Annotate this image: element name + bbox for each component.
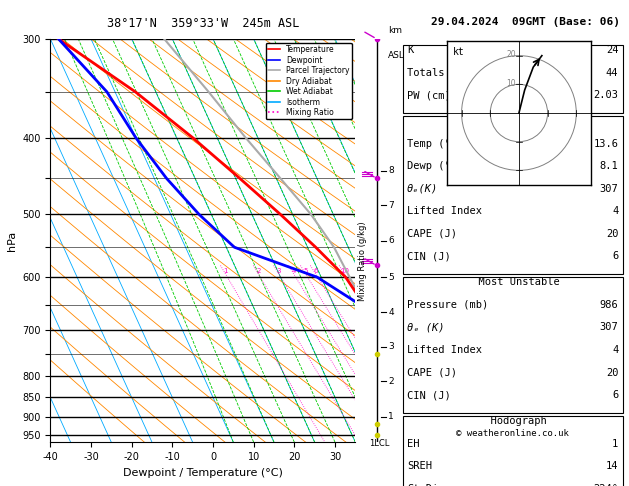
Text: StmDir: StmDir xyxy=(407,484,445,486)
Text: 3: 3 xyxy=(277,268,281,274)
Text: 4: 4 xyxy=(388,308,394,317)
Text: Dewp (°C): Dewp (°C) xyxy=(407,161,463,171)
Text: © weatheronline.co.uk: © weatheronline.co.uk xyxy=(456,429,569,438)
Text: Pressure (mb): Pressure (mb) xyxy=(407,300,488,310)
Text: 224°: 224° xyxy=(593,484,618,486)
Text: CAPE (J): CAPE (J) xyxy=(407,229,457,239)
Text: 1: 1 xyxy=(388,412,394,421)
Text: CIN (J): CIN (J) xyxy=(407,390,451,400)
Text: 1: 1 xyxy=(223,268,228,274)
Text: CAPE (J): CAPE (J) xyxy=(407,367,457,378)
Text: 4: 4 xyxy=(612,206,618,216)
Text: K: K xyxy=(407,45,413,55)
Text: Hodograph: Hodograph xyxy=(478,416,547,426)
Text: 986: 986 xyxy=(599,300,618,310)
Text: 7: 7 xyxy=(388,201,394,210)
Text: PW (cm): PW (cm) xyxy=(407,90,451,100)
Text: 1LCL: 1LCL xyxy=(369,439,389,448)
Y-axis label: hPa: hPa xyxy=(6,230,16,251)
Bar xyxy=(403,45,623,113)
Text: 44: 44 xyxy=(606,68,618,78)
Legend: Temperature, Dewpoint, Parcel Trajectory, Dry Adiabat, Wet Adiabat, Isotherm, Mi: Temperature, Dewpoint, Parcel Trajectory… xyxy=(266,43,352,120)
Text: 10: 10 xyxy=(506,79,516,88)
Text: 8: 8 xyxy=(388,166,394,175)
Text: 307: 307 xyxy=(599,322,618,332)
Text: Temp (°C): Temp (°C) xyxy=(407,139,463,149)
Bar xyxy=(403,116,623,274)
Text: 8.1: 8.1 xyxy=(599,161,618,171)
Text: 14: 14 xyxy=(606,461,618,471)
Text: θₑ (K): θₑ (K) xyxy=(407,322,445,332)
Text: km: km xyxy=(388,26,403,35)
Text: EH: EH xyxy=(407,439,420,449)
Text: Mixing Ratio (g/kg): Mixing Ratio (g/kg) xyxy=(358,221,367,300)
Text: 10: 10 xyxy=(340,268,349,274)
Text: θₑ(K): θₑ(K) xyxy=(407,184,438,194)
Text: 2: 2 xyxy=(257,268,261,274)
Text: Lifted Index: Lifted Index xyxy=(407,206,482,216)
Text: SREH: SREH xyxy=(407,461,432,471)
Text: 1: 1 xyxy=(612,439,618,449)
Text: Lifted Index: Lifted Index xyxy=(407,345,482,355)
Text: CIN (J): CIN (J) xyxy=(407,251,451,261)
Text: 20: 20 xyxy=(606,229,618,239)
Text: 6: 6 xyxy=(612,251,618,261)
Bar xyxy=(403,416,623,486)
Text: 4: 4 xyxy=(292,268,296,274)
Bar xyxy=(403,278,623,413)
Text: 24: 24 xyxy=(606,45,618,55)
Text: 29.04.2024  09GMT (Base: 06): 29.04.2024 09GMT (Base: 06) xyxy=(431,17,620,27)
Text: 5: 5 xyxy=(304,268,308,274)
Text: 3: 3 xyxy=(388,343,394,351)
Text: 20: 20 xyxy=(606,367,618,378)
Text: Totals Totals: Totals Totals xyxy=(407,68,488,78)
Text: Most Unstable: Most Unstable xyxy=(465,278,560,287)
X-axis label: Dewpoint / Temperature (°C): Dewpoint / Temperature (°C) xyxy=(123,468,283,478)
Text: 6: 6 xyxy=(313,268,318,274)
Text: 13.6: 13.6 xyxy=(593,139,618,149)
Text: 6: 6 xyxy=(388,236,394,245)
Text: 2: 2 xyxy=(388,377,394,386)
Text: 6: 6 xyxy=(612,390,618,400)
Text: Surface: Surface xyxy=(484,116,541,126)
Text: 38°17'N  359°33'W  245m ASL: 38°17'N 359°33'W 245m ASL xyxy=(107,17,299,30)
Text: kt: kt xyxy=(453,47,465,57)
Text: 2.03: 2.03 xyxy=(593,90,618,100)
Text: 4: 4 xyxy=(612,345,618,355)
Text: ASL: ASL xyxy=(388,51,405,60)
Text: 5: 5 xyxy=(388,273,394,282)
Text: 20: 20 xyxy=(506,50,516,59)
Text: 307: 307 xyxy=(599,184,618,194)
